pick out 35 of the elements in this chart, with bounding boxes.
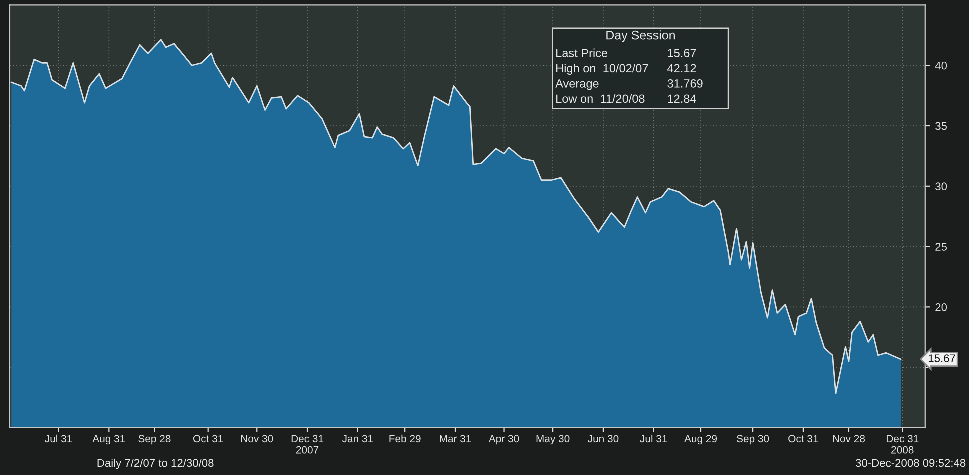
y-tick-label: 20 (936, 303, 948, 312)
y-tick-label: 25 (936, 243, 948, 251)
annotation: 42.12 (668, 64, 696, 73)
text: Daily 7/2/07 to 12/30/08 (98, 458, 214, 470)
annotation: 12.84 (668, 94, 696, 104)
x-tick-label: Sep 28 (138, 435, 171, 445)
annotation: Last Price (556, 48, 608, 58)
x-tick-label: Oct 31 (194, 435, 224, 443)
x-tick-label: Jan 31 (342, 435, 374, 443)
annotation: 15.67 (928, 354, 956, 362)
x-tick-label: Dec 31 2007 (292, 435, 324, 454)
x-tick-label: Mar 31 (440, 435, 472, 443)
annotation: 31.769 (668, 80, 703, 88)
y-tick-label: 35 (936, 122, 948, 130)
annotation: Day Session (606, 30, 675, 42)
x-tick-label: Aug 31 (92, 435, 126, 445)
x-tick-label: Sep 30 (737, 435, 770, 445)
x-tick-label: Oct 31 (788, 435, 818, 443)
x-tick-label: Jul 31 (640, 434, 668, 443)
annotation: High on 10/02/07 (556, 64, 648, 75)
x-tick-label: Nov 30 (241, 435, 274, 443)
annotation: Average (556, 80, 599, 90)
x-tick-label: Apr 30 (488, 435, 520, 445)
x-tick-label: Jul 31 (45, 434, 72, 443)
x-tick-label: Jun 30 (588, 435, 619, 443)
y-tick-label: 30 (936, 182, 948, 191)
x-tick-label: May 30 (536, 435, 570, 445)
y-tick-label: 40 (935, 62, 948, 70)
annotation: 15.67 (668, 49, 696, 58)
text: 30-Dec-2008 09:52:48 (856, 459, 966, 468)
x-tick-label: Nov 28 (833, 435, 866, 443)
annotation: Low on 11/20/08 (556, 94, 645, 104)
x-tick-label: Aug 29 (684, 435, 718, 445)
x-tick-label: Feb 29 (390, 434, 421, 443)
x-tick-label: Dec 31 2008 (886, 435, 919, 454)
